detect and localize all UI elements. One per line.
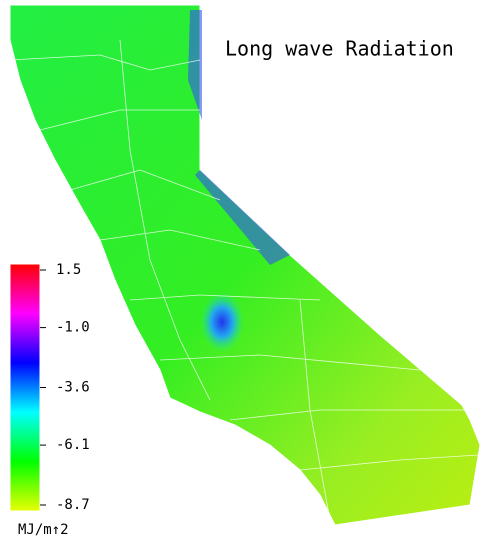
colorbar: 1.5 -1.0 -3.6 -6.1 -8.7	[9, 262, 90, 513]
valley-low	[200, 292, 244, 352]
state-shape	[9, 4, 481, 526]
colorbar-tick-label: -1.0	[56, 320, 90, 336]
county-lines	[9, 39, 479, 521]
colorbar-tick-label: -6.1	[56, 437, 90, 453]
sierra-band	[188, 10, 202, 120]
colorbar-scale	[9, 263, 41, 512]
colorbar-label: MJ/m↑2	[18, 522, 69, 538]
sierra-band	[195, 170, 290, 265]
california-map	[9, 4, 481, 526]
colorbar-tick-label: -3.6	[56, 380, 90, 396]
colorbar-tick-label: 1.5	[56, 262, 81, 278]
colorbar-tick-label: -8.7	[56, 497, 90, 513]
map-title: Long wave Radiation	[225, 37, 454, 61]
